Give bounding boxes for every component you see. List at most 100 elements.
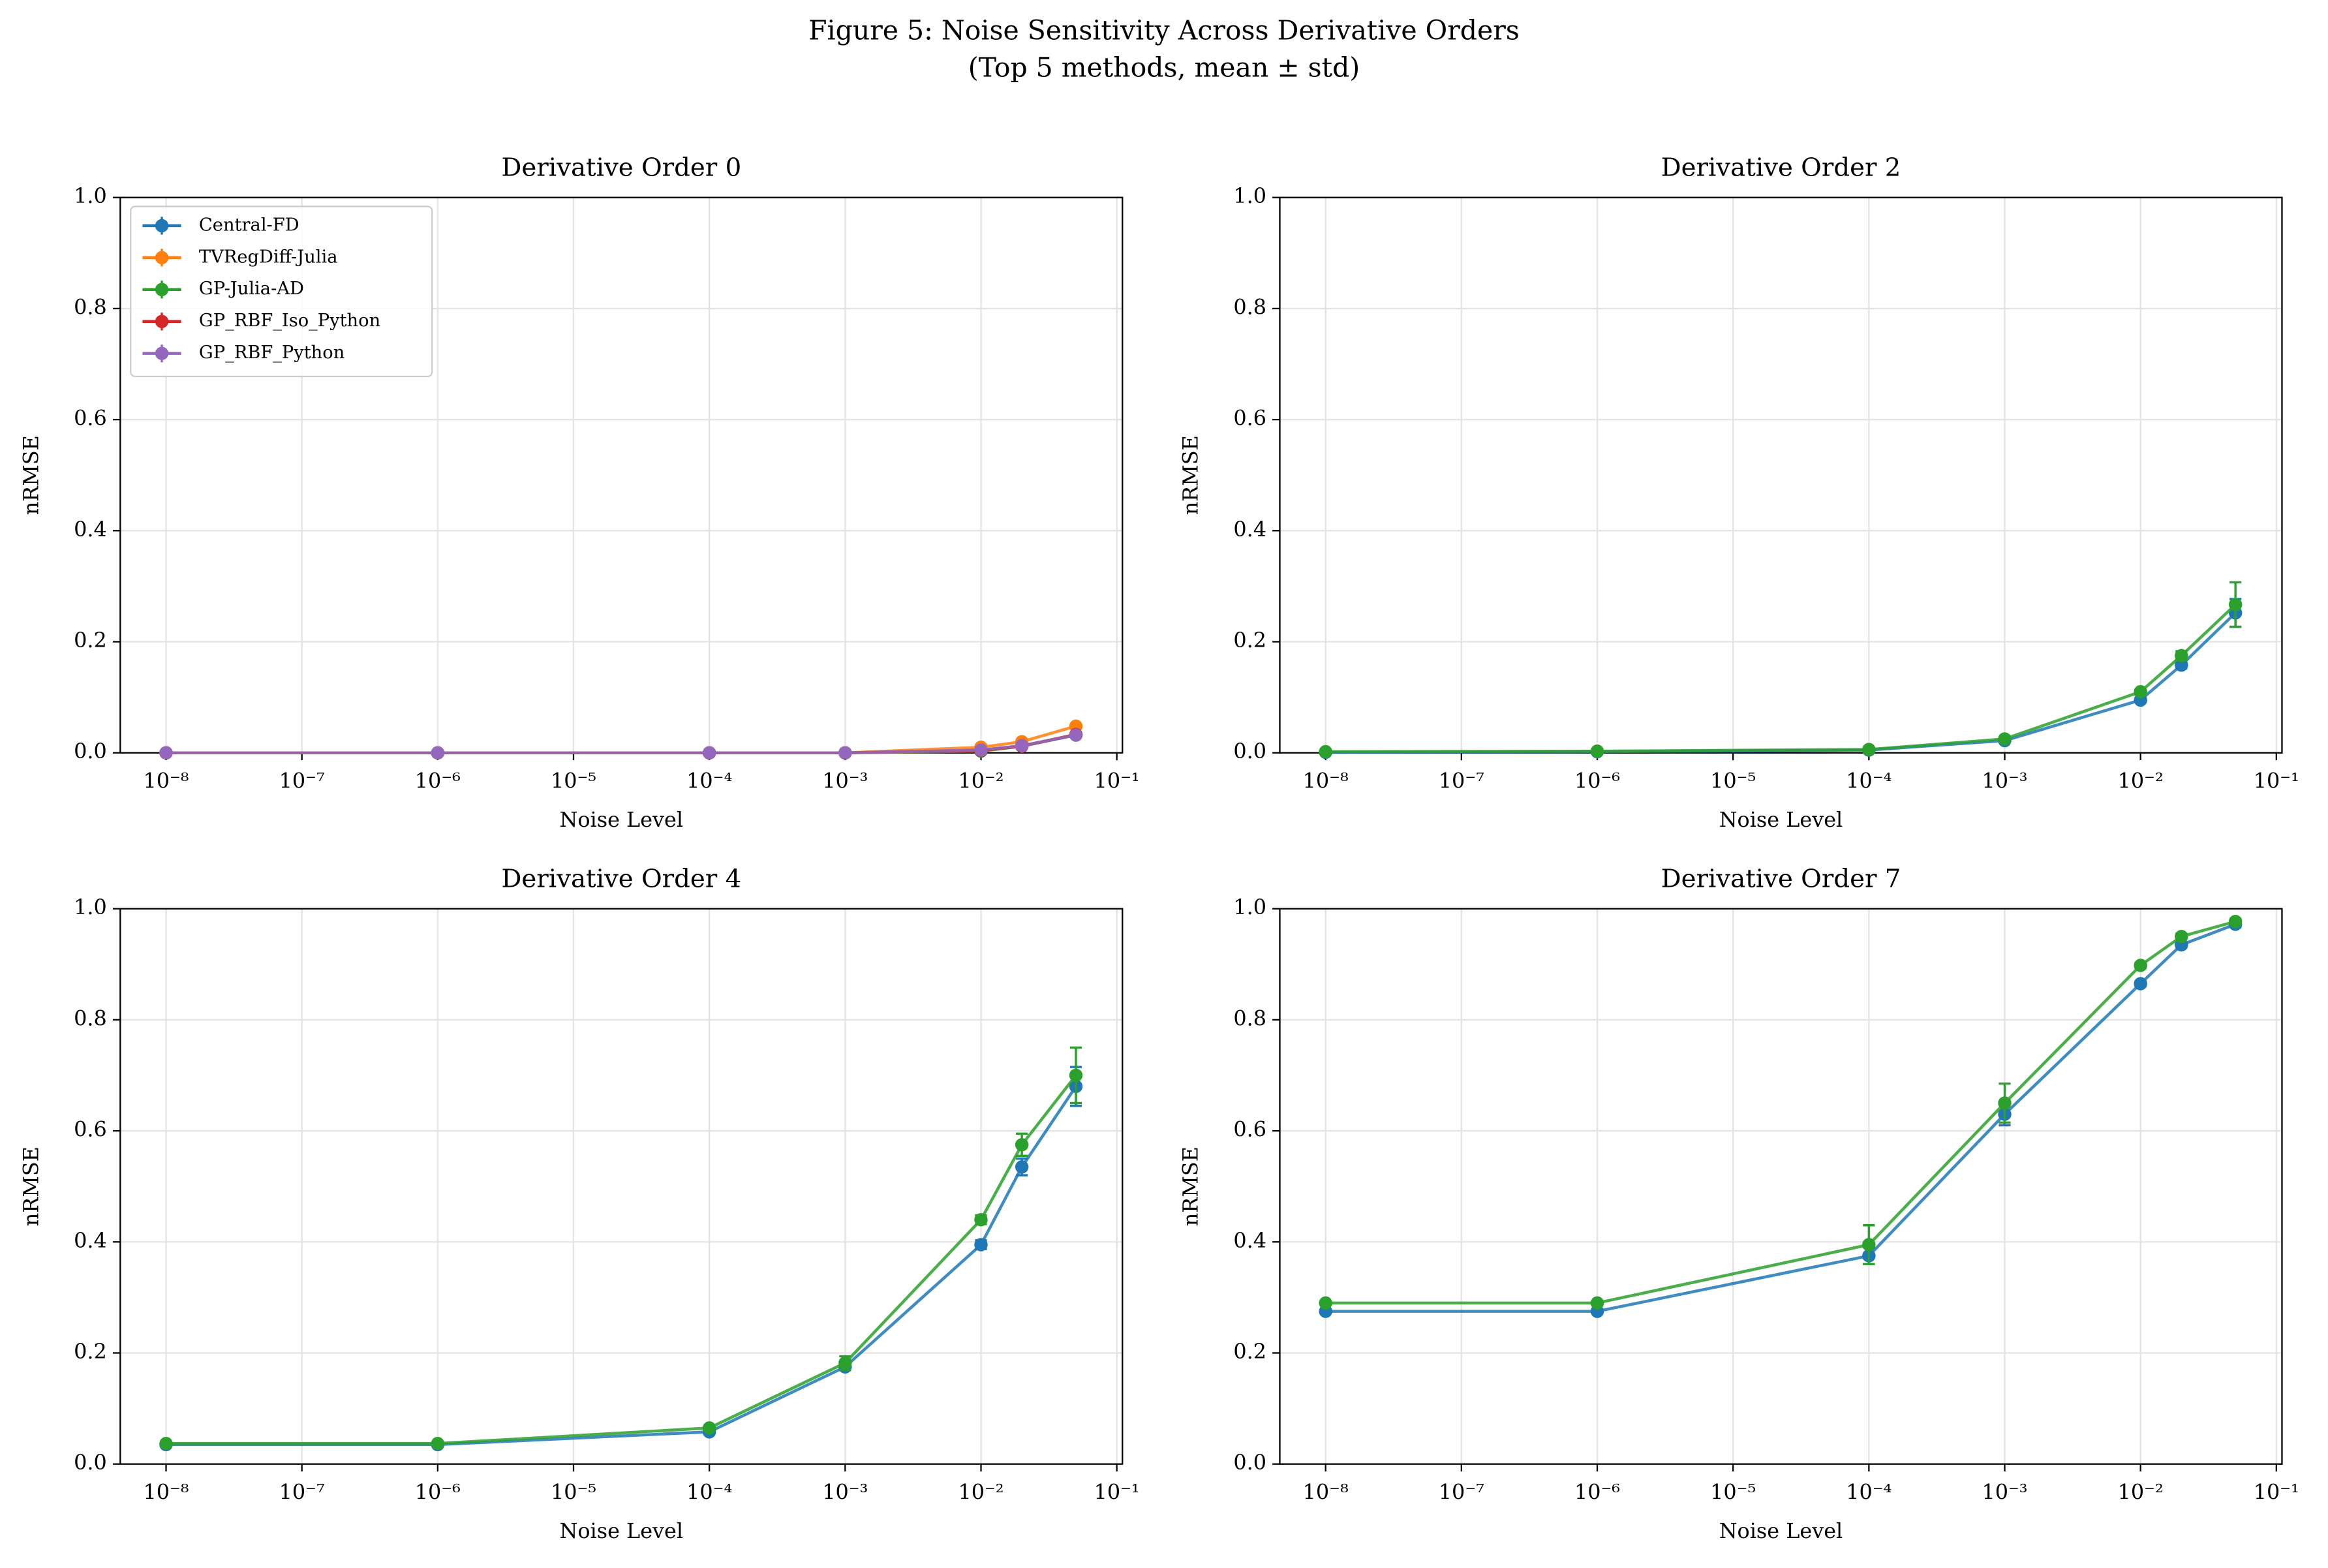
- x-tick-label: 10⁻¹: [2254, 769, 2299, 793]
- data-point: [2134, 684, 2147, 699]
- x-tick-label: 10⁻⁴: [1846, 769, 1892, 793]
- x-tick-label: 10⁻²: [2118, 769, 2164, 793]
- x-tick-label: 10⁻³: [1982, 769, 2027, 793]
- data-point: [2175, 929, 2188, 944]
- x-tick-label: 10⁻²: [958, 769, 1003, 793]
- data-point: [431, 746, 445, 760]
- chart-title: Derivative Order 0: [501, 153, 741, 182]
- data-point: [1862, 743, 1876, 756]
- y-tick-label: 0.0: [74, 739, 107, 763]
- y-tick-label: 0.2: [1233, 628, 1266, 653]
- x-tick-label: 10⁻¹: [2254, 1480, 2299, 1505]
- figure-subtitle: (Top 5 methods, mean ± std): [968, 52, 1360, 83]
- data-point: [2175, 658, 2188, 672]
- y-tick-label: 1.0: [74, 183, 107, 208]
- x-tick-label: 10⁻³: [822, 769, 868, 793]
- x-tick-label: 10⁻⁸: [1303, 769, 1349, 793]
- y-axis-label: nRMSE: [1178, 1146, 1203, 1226]
- y-tick-label: 0.6: [1233, 1117, 1266, 1142]
- x-tick-label: 10⁻⁸: [1303, 1480, 1349, 1505]
- x-tick-label: 10⁻⁵: [551, 1480, 596, 1505]
- data-point: [1319, 1296, 1332, 1310]
- x-tick-label: 10⁻⁴: [686, 1480, 732, 1505]
- x-tick-label: 10⁻⁶: [1574, 1480, 1620, 1505]
- legend-label: GP_RBF_Python: [199, 343, 345, 363]
- x-axis-label: Noise Level: [560, 1518, 684, 1543]
- data-point: [2228, 914, 2243, 929]
- data-point: [1862, 1238, 1876, 1252]
- x-tick-label: 10⁻⁵: [551, 769, 596, 793]
- data-point: [838, 746, 852, 760]
- figure-title: Figure 5: Noise Sensitivity Across Deriv…: [808, 15, 1520, 46]
- data-point: [159, 1436, 173, 1451]
- y-tick-label: 0.8: [1233, 294, 1266, 319]
- data-point: [838, 1356, 852, 1370]
- data-point: [2175, 649, 2188, 663]
- data-point: [1015, 1138, 1029, 1152]
- data-point: [1998, 1096, 2012, 1110]
- data-point: [974, 1238, 988, 1252]
- data-point: [702, 1421, 716, 1435]
- x-axis-label: Noise Level: [1719, 807, 1843, 832]
- legend-swatch: [155, 219, 169, 233]
- data-point: [159, 746, 173, 760]
- x-tick-label: 10⁻⁷: [279, 769, 325, 793]
- x-tick-label: 10⁻⁴: [686, 769, 732, 793]
- x-tick-label: 10⁻⁸: [143, 769, 189, 793]
- x-tick-label: 10⁻⁶: [415, 1480, 461, 1505]
- legend-swatch: [155, 315, 169, 328]
- legend-label: TVRegDiff-Julia: [199, 247, 338, 267]
- x-tick-label: 10⁻⁶: [415, 769, 461, 793]
- data-point: [2134, 959, 2147, 972]
- x-tick-label: 10⁻⁷: [279, 1480, 325, 1505]
- y-tick-label: 0.2: [74, 628, 107, 653]
- y-tick-label: 0.0: [1233, 739, 1266, 763]
- x-tick-label: 10⁻²: [2118, 1480, 2164, 1505]
- y-tick-label: 1.0: [1233, 183, 1266, 208]
- y-tick-label: 0.4: [74, 517, 107, 542]
- x-tick-label: 10⁻¹: [1094, 769, 1140, 793]
- y-tick-label: 1.0: [1233, 895, 1266, 919]
- y-tick-label: 0.0: [1233, 1450, 1266, 1475]
- x-tick-label: 10⁻³: [1982, 1480, 2027, 1505]
- plot-frame: [1279, 908, 2283, 1465]
- data-point: [1069, 728, 1083, 742]
- y-tick-label: 0.6: [74, 406, 107, 431]
- y-tick-label: 0.2: [74, 1339, 107, 1364]
- y-tick-label: 1.0: [74, 895, 107, 919]
- y-tick-label: 0.8: [74, 1006, 107, 1030]
- data-point: [1015, 739, 1029, 752]
- data-point: [1590, 744, 1604, 758]
- x-tick-label: 10⁻⁵: [1710, 1480, 1756, 1505]
- y-axis-label: nRMSE: [19, 435, 44, 515]
- x-tick-label: 10⁻²: [958, 1480, 1003, 1505]
- data-point: [974, 1212, 988, 1227]
- x-tick-label: 10⁻⁴: [1846, 1480, 1892, 1505]
- data-point: [431, 1436, 445, 1451]
- legend-label: Central-FD: [199, 215, 299, 235]
- x-tick-label: 10⁻⁷: [1439, 769, 1484, 793]
- plot-frame: [1279, 196, 2283, 754]
- y-axis-label: nRMSE: [19, 1146, 44, 1226]
- legend-swatch: [155, 346, 169, 360]
- x-tick-label: 10⁻³: [822, 1480, 868, 1505]
- y-tick-label: 0.6: [1233, 406, 1266, 431]
- y-tick-label: 0.4: [74, 1228, 107, 1253]
- data-point: [1015, 1160, 1029, 1174]
- legend-box: [130, 206, 433, 378]
- y-tick-label: 0.2: [1233, 1339, 1266, 1364]
- chart-title: Derivative Order 2: [1661, 153, 1901, 182]
- y-tick-label: 0.4: [1233, 517, 1266, 542]
- y-tick-label: 0.4: [1233, 1228, 1266, 1253]
- x-tick-label: 10⁻⁷: [1439, 1480, 1484, 1505]
- x-tick-label: 10⁻⁶: [1574, 769, 1620, 793]
- legend-swatch: [155, 251, 169, 265]
- x-tick-label: 10⁻⁸: [143, 1480, 189, 1505]
- plot-frame: [119, 908, 1124, 1465]
- y-tick-label: 0.6: [74, 1117, 107, 1142]
- data-point: [1998, 732, 2012, 746]
- x-axis-label: Noise Level: [560, 807, 684, 832]
- y-tick-label: 0.0: [74, 1450, 107, 1475]
